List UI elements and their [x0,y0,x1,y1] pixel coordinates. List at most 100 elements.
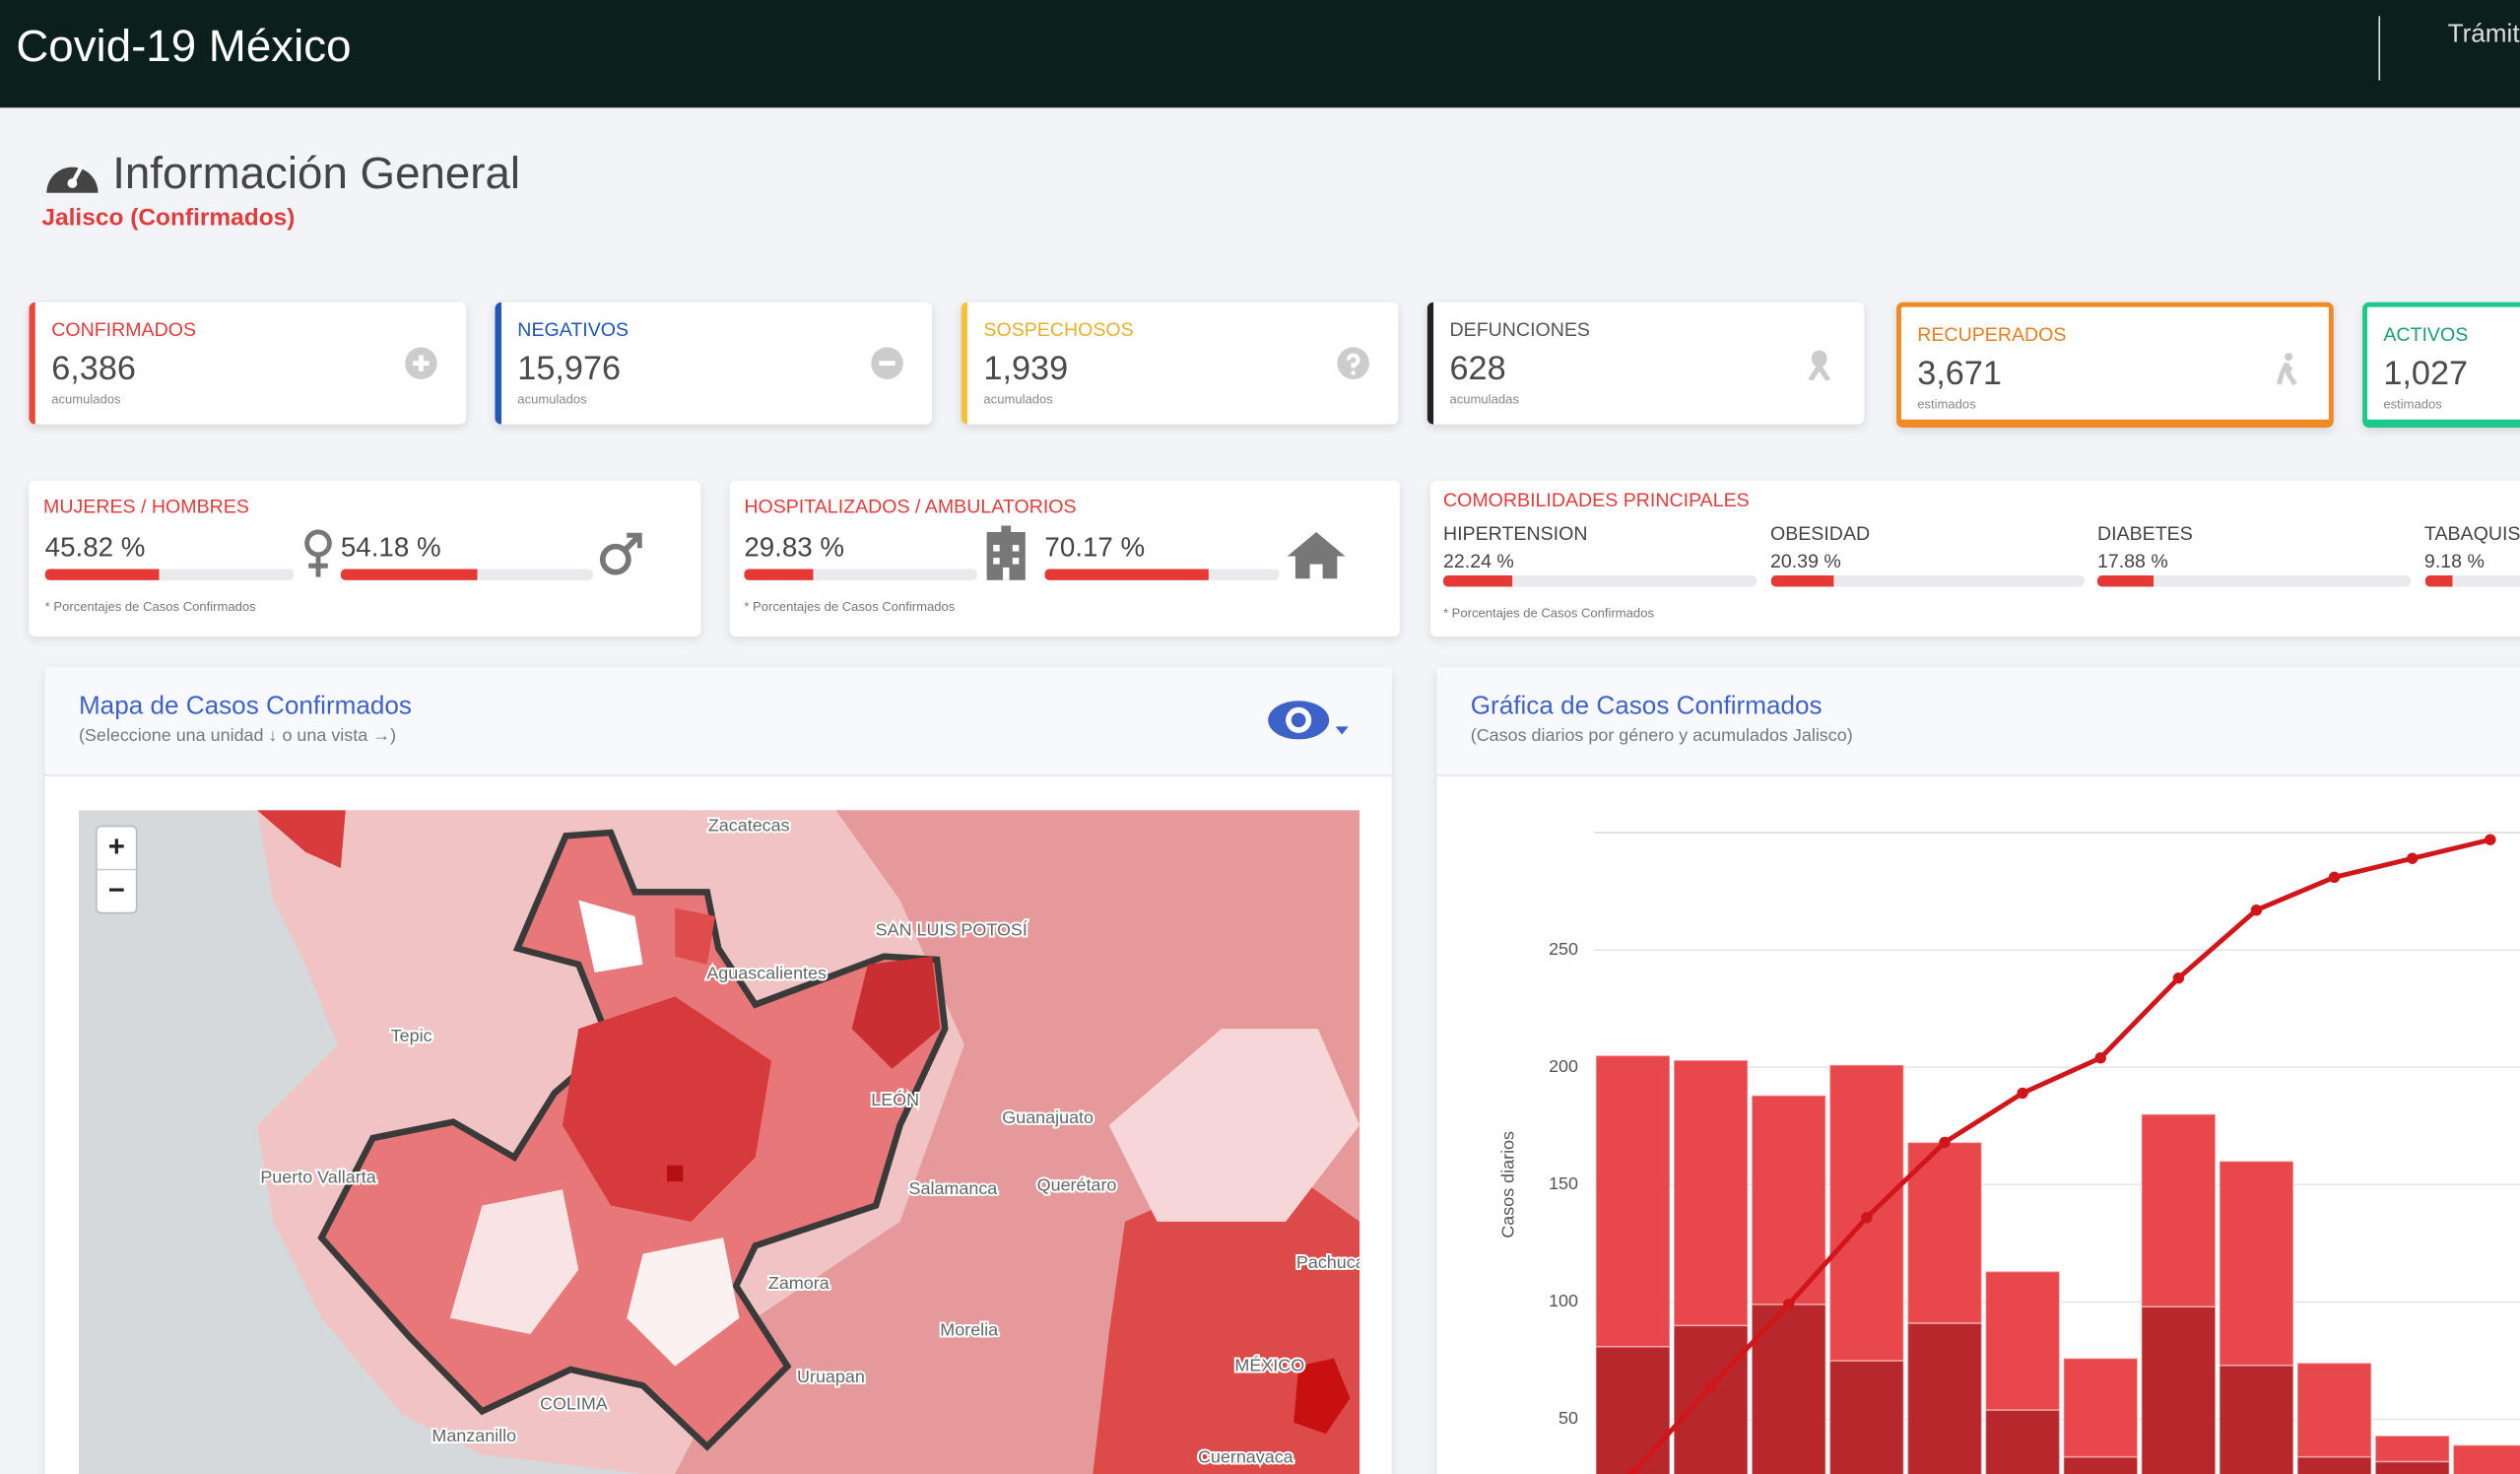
region [851,956,941,1069]
stat-card[interactable]: ACTIVOS 1,027 estimados [2362,302,2520,428]
place-label[interactable]: Uruapan [795,1365,867,1388]
hospital-box: HOSPITALIZADOS / AMBULATORIOS 29.83 % 70… [729,480,1400,637]
card-icon [1337,347,1369,380]
y-tick-label: 150 [1549,1173,1578,1193]
card-note: acumulados [517,392,587,407]
zoom-out[interactable]: − [108,874,125,906]
stat-card[interactable]: SOSPECHOSOS 1,939 acumulados [961,302,1399,425]
card-label: NEGATIVOS [517,318,630,341]
comorbidity-pct: 20.39 % [1769,549,1841,572]
box-title: COMORBILIDADES PRINCIPALES [1442,488,1750,511]
page-subtitle: Jalisco (Confirmados) [41,204,296,232]
place-label[interactable]: Querétaro [1035,1173,1119,1197]
pct-bar [44,569,160,580]
place-label[interactable]: Pachuca [1294,1250,1365,1274]
region [257,810,346,868]
pct-bar [744,569,814,580]
pct: 54.18 % [340,531,441,563]
card-value: 1,939 [983,350,1069,388]
panel-subtitle: (Casos diarios por género y acumulados J… [1470,726,1853,746]
region [1293,1358,1351,1435]
place-label[interactable]: Zamora [766,1271,831,1295]
place-label[interactable]: Puerto Vallarta [258,1165,377,1188]
place-label[interactable]: Cuernavaca [1196,1444,1295,1468]
bar [2296,1455,2372,1474]
comorbidity-name: HIPERTENSION [1442,522,1588,546]
line-point [1861,1211,1873,1224]
box-title: MUJERES / HOMBRES [43,495,249,518]
card-value: 1,027 [2383,355,2469,393]
place-label[interactable]: Aguascalientes [704,961,829,984]
place-label[interactable]: SAN LUIS POTOSÍ [874,917,1029,941]
view-selector[interactable] [1267,696,1357,744]
line-point [1704,1380,1717,1392]
card-note: estimados [1917,396,1976,412]
panel-subtitle: (Seleccione una unidad ↓ o una vista →) [78,726,397,746]
stat-card[interactable]: CONFIRMADOS 6,386 acumulados [29,302,467,425]
map[interactable]: Zacatecas SAN LUIS POTOSÍ Aguascalientes Te… [78,810,1365,1474]
pct: 70.17 % [1044,531,1146,563]
note: * Porcentajes de Casos Confirmados [744,599,956,615]
card-label: ACTIVOS [2383,322,2469,346]
place-label[interactable]: Guanajuato [1000,1106,1095,1129]
place-label[interactable]: MÉXICO [1232,1353,1306,1376]
gender-box: MUJERES / HOMBRES 45.82 % 54.18 % * Porc… [29,480,701,637]
place-label[interactable]: Morelia [938,1317,1000,1341]
line-point [1626,1467,1639,1474]
panel-header [1436,667,2520,776]
place-label[interactable]: COLIMA [538,1392,610,1416]
track [2423,575,2520,587]
stat-card[interactable]: NEGATIVOS 15,976 acumulados [495,302,933,425]
card-value: 6,386 [51,350,136,388]
card-icon [1808,350,1831,381]
stat-card[interactable]: RECUPERADOS 3,671 estimados [1896,302,2334,428]
place-label[interactable]: Tepic [389,1024,434,1047]
line-point [2406,852,2419,864]
pct: 45.82 % [44,531,146,563]
y-tick-label: 50 [1558,1408,1578,1428]
bar [2219,1364,2294,1474]
bar [1751,1095,1827,1306]
bar [2296,1362,2372,1458]
place-label[interactable]: Zacatecas [706,813,792,837]
card-icon [2276,353,2297,386]
place-label[interactable]: Manzanillo [430,1424,518,1447]
pct-bar [1044,569,1210,580]
navbar: Covid-19 México Trámites [0,0,2520,108]
track [744,569,977,580]
stat-card[interactable]: DEFUNCIONES 628 acumuladas [1426,302,1865,425]
track [44,569,295,580]
y-tick-label: 200 [1549,1056,1578,1076]
bar [1673,1059,1749,1327]
box-title: HOSPITALIZADOS / AMBULATORIOS [744,495,1077,518]
y-tick-label: 250 [1549,939,1578,959]
track [1769,575,2085,587]
zoom-in[interactable]: + [108,831,125,863]
nav-link[interactable]: Trámites [2447,21,2520,48]
card-icon [405,347,437,380]
line-point [2328,871,2341,884]
pct-bar [2423,575,2454,587]
bar [1595,1345,1671,1474]
place-label[interactable]: Salamanca [906,1176,999,1200]
house-icon [1287,531,1346,579]
brand[interactable]: Covid-19 México [16,21,352,71]
pct-bar [1442,575,1513,587]
comorbidity-name: DIABETES [2096,522,2193,546]
line-point [2017,1087,2028,1100]
pct-bar [340,569,478,580]
gauge-icon [46,165,99,193]
chart: 50 100 150 200 250 Casos diarios [1498,832,2520,1474]
place-label[interactable]: LEÓN [869,1087,921,1111]
hospital-icon [986,525,1026,580]
card-icon [871,347,903,380]
bar [1595,1054,1671,1348]
bar [2062,1455,2139,1474]
track [2096,575,2412,587]
bar [2452,1443,2520,1474]
bar [2140,1306,2217,1474]
divider [2378,16,2381,81]
panel-header [44,667,1392,776]
y-tick-label: 100 [1549,1291,1578,1310]
panel-title: Mapa de Casos Confirmados [78,693,412,720]
